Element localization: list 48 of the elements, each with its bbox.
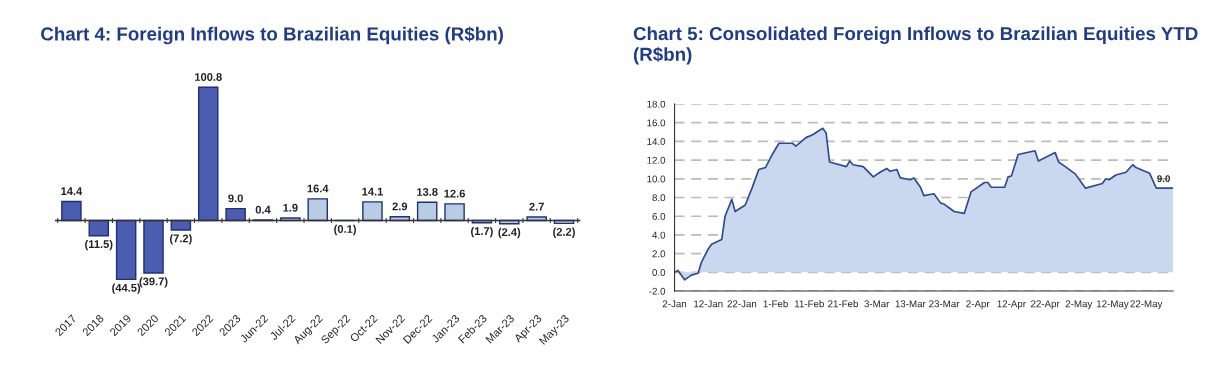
y-tick-label: 8.0 xyxy=(652,194,666,202)
x-tick-label: 13-Mar xyxy=(895,300,926,308)
x-tick-label: 2-Jan xyxy=(662,300,687,308)
x-tick-label: 11-Feb xyxy=(794,300,824,308)
data-label: 12.6 xyxy=(444,189,465,198)
x-tick-label: 22-Apr xyxy=(1031,300,1060,310)
data-label: 9.0 xyxy=(228,194,243,203)
y-tick-label: 18.0 xyxy=(647,100,666,108)
y-tick-label: 16.0 xyxy=(647,119,666,127)
data-label: 100.8 xyxy=(195,73,222,81)
x-tick-label: 12-Apr xyxy=(997,300,1026,310)
x-tick-label: 3-Mar xyxy=(864,300,890,308)
y-tick-label: 14.0 xyxy=(647,138,666,145)
data-label: (1.7) xyxy=(471,226,493,238)
data-label: (44.5) xyxy=(112,283,141,294)
data-label: 2.7 xyxy=(529,202,544,211)
x-tick-label: 2-Apr xyxy=(966,300,990,310)
y-tick-label: -2.0 xyxy=(649,287,666,295)
data-label: (39.7) xyxy=(139,277,168,288)
data-label: 1.9 xyxy=(283,203,298,212)
data-label: 13.8 xyxy=(417,188,438,196)
chart-title: Chart 5: Consolidated Foreign Inflows to Brazilian Equities YTD (R$bn) xyxy=(633,26,1198,65)
x-tick-label: 21-Feb xyxy=(828,300,858,308)
data-label: (2.2) xyxy=(553,227,575,238)
y-tick-label: 12.0 xyxy=(647,156,666,164)
data-label: (0.1) xyxy=(334,224,356,236)
data-label: (11.5) xyxy=(85,239,113,251)
data-label: 16.4 xyxy=(307,184,329,193)
data-label: 14.4 xyxy=(61,187,83,196)
data-label: (2.4) xyxy=(498,227,521,239)
x-tick-label: 2-May xyxy=(1065,300,1093,310)
annotation: 9.0 xyxy=(1157,175,1170,183)
data-label: 14.1 xyxy=(362,187,383,196)
y-tick-label: 6.0 xyxy=(652,212,666,220)
y-tick-label: 4.0 xyxy=(652,231,666,239)
x-tick-label: 23-Mar xyxy=(929,300,960,308)
data-label: 0.4 xyxy=(255,205,271,214)
y-tick-label: 10.0 xyxy=(647,175,666,183)
x-tick-label: 22-May xyxy=(1130,300,1163,310)
x-tick-label: 12-Jan xyxy=(694,300,723,308)
x-tick-label: 1-Feb xyxy=(763,300,788,308)
chart-title: Chart 4: Foreign Inflows to Brazilian Equities (R$bn) xyxy=(41,26,503,45)
x-tick-label: 22-Jan xyxy=(727,300,757,308)
data-label: (7.2) xyxy=(170,234,192,245)
data-label: 2.9 xyxy=(392,202,408,211)
y-tick-label: 0.0 xyxy=(652,269,666,276)
x-tick-label: 12-May xyxy=(1097,300,1129,310)
y-tick-label: 2.0 xyxy=(652,250,666,258)
